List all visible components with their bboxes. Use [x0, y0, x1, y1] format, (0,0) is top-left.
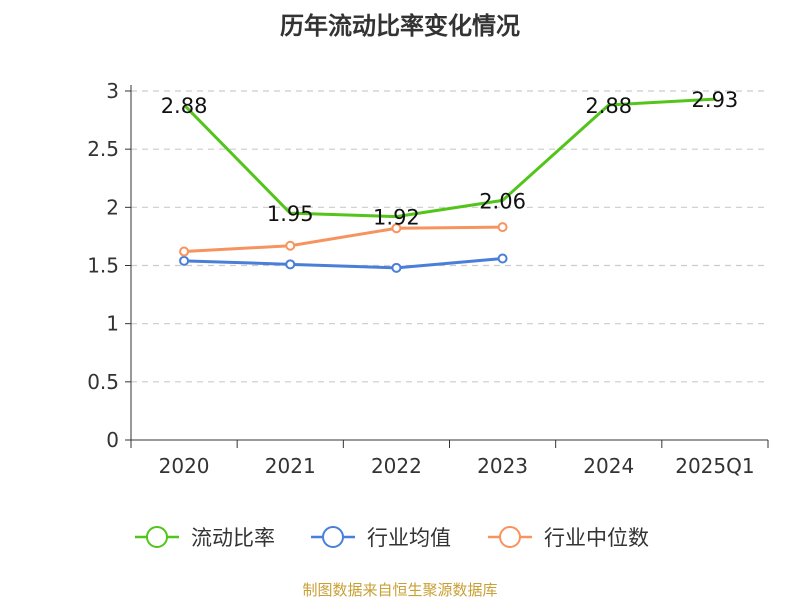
data-label: 1.95	[267, 202, 314, 226]
series-line	[184, 225, 503, 254]
series-lines	[179, 97, 715, 273]
data-point	[497, 253, 508, 264]
y-tick-label: 2.5	[87, 137, 119, 161]
data-point	[391, 223, 402, 234]
axes: 0 0.5 1 1.5 2 2.5 3 2020 2021 2022 2023 2024 2025Q1	[87, 79, 769, 478]
x-tick-label: 2024	[583, 454, 634, 478]
data-label: 1.92	[373, 206, 420, 230]
legend-label: 行业均值	[367, 526, 451, 550]
x-tick-label: 2023	[477, 454, 528, 478]
data-point	[285, 240, 296, 251]
data-label: 2.06	[479, 189, 526, 213]
legend-label: 流动比率	[191, 526, 275, 550]
series-line	[184, 257, 503, 270]
legend-label: 行业中位数	[544, 526, 649, 550]
legend-marker	[146, 526, 168, 548]
data-label: 2.88	[585, 94, 632, 118]
data-point	[285, 259, 296, 270]
data-point	[497, 222, 508, 233]
data-labels: 2.88 1.95 1.92 2.06 2.88 2.93	[161, 88, 739, 229]
x-tick-label: 2020	[159, 454, 210, 478]
legend: 流动比率 行业均值 行业中位数	[135, 526, 649, 550]
x-tick-label: 2025Q1	[675, 454, 754, 478]
y-tick-label: 1	[106, 312, 119, 336]
x-tick-label: 2022	[371, 454, 422, 478]
x-tick-label: 2021	[265, 454, 316, 478]
y-tick-label: 0	[106, 428, 119, 452]
y-tick-label: 3	[106, 79, 119, 103]
y-tick-label: 1.5	[87, 254, 119, 278]
y-tick-label: 2	[106, 195, 119, 219]
chart-title: 历年流动比率变化情况	[280, 12, 520, 40]
legend-marker	[499, 526, 521, 548]
data-point	[179, 255, 190, 266]
y-tick-label: 0.5	[87, 370, 119, 394]
data-point	[391, 262, 402, 273]
data-label: 2.88	[161, 94, 208, 118]
gridlines	[131, 90, 768, 383]
series-line	[183, 97, 715, 219]
data-point	[179, 246, 190, 257]
data-label: 2.93	[692, 88, 739, 112]
legend-marker	[322, 526, 344, 548]
source-note: 制图数据来自恒生聚源数据库	[302, 581, 498, 599]
